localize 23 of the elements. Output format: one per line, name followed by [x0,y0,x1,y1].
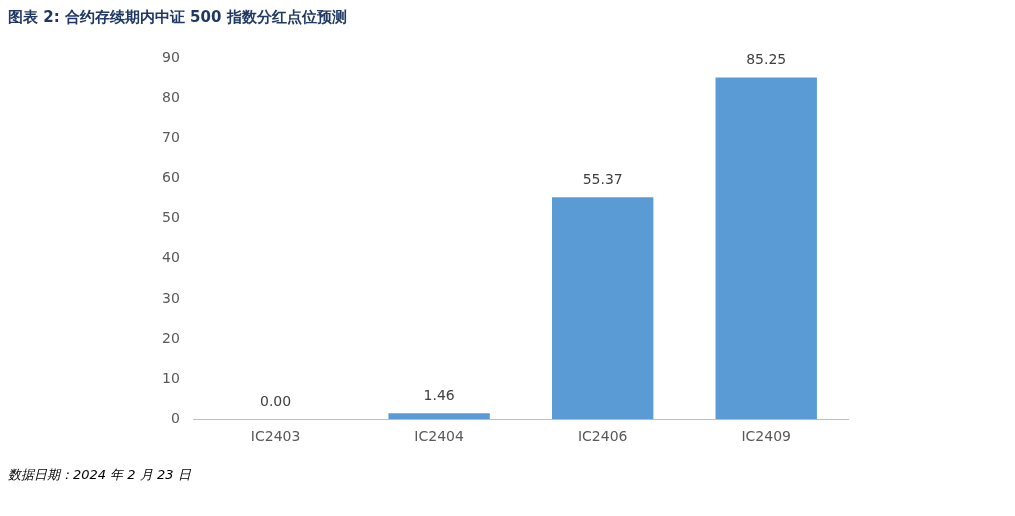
data-label: 1.46 [423,386,455,403]
y-tick-label: 0 [170,409,180,426]
bar [551,197,654,420]
y-tick-label: 10 [161,369,180,386]
y-tick-label: 70 [161,129,180,146]
x-tick-label: IC2403 [250,428,301,445]
y-tick-label: 80 [161,89,180,106]
chart-title: 图表 2: 合约存续期内中证 500 指数分红点位预测 [8,8,347,27]
x-tick-label: IC2404 [414,428,464,445]
y-tick-label: 40 [161,249,180,266]
x-tick-label: IC2406 [577,428,628,445]
y-tick-label: 30 [161,289,180,306]
y-tick-label: 50 [161,209,180,226]
bar [388,413,490,420]
y-tick-label: 60 [161,169,180,186]
y-tick-label: 90 [161,49,180,66]
x-tick-label: IC2409 [741,428,791,445]
text: 数据日期：2024 年 2 月 23 日 [8,466,191,484]
data-label: 55.37 [582,170,623,187]
bar [715,77,817,420]
data-label: 0.00 [260,392,292,409]
data-label: 85.25 [746,51,787,68]
y-tick-label: 20 [161,329,180,346]
